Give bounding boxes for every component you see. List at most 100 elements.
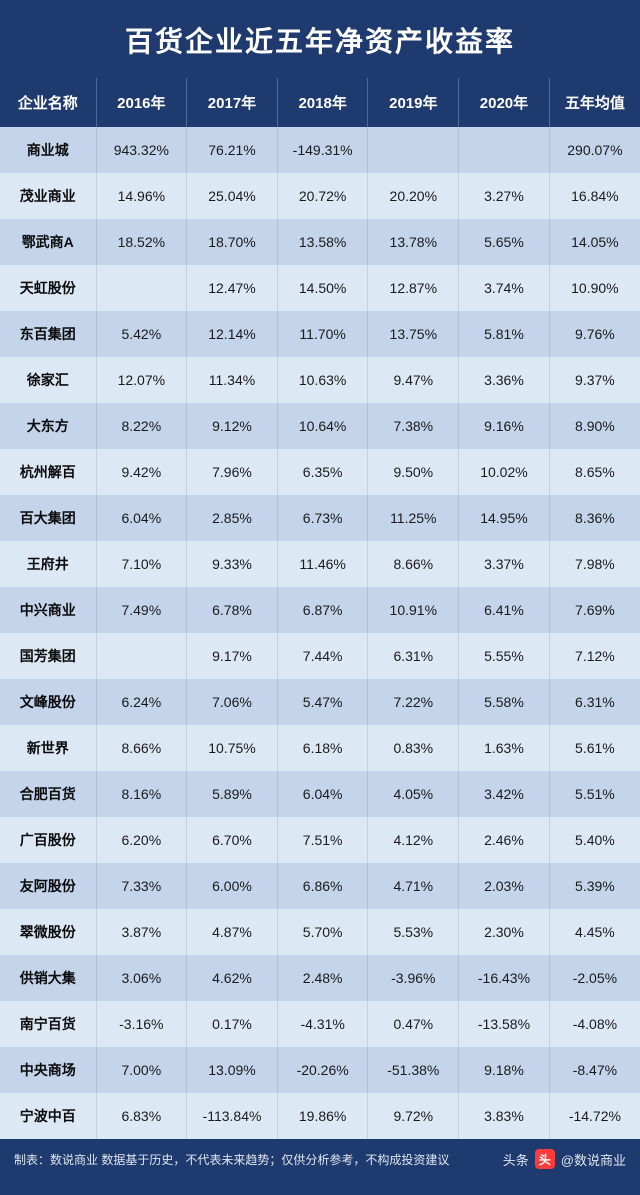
value-cell: -149.31% bbox=[277, 127, 368, 173]
value-cell: 12.07% bbox=[96, 357, 187, 403]
value-cell: 16.84% bbox=[549, 173, 640, 219]
value-cell: 3.83% bbox=[459, 1093, 550, 1139]
value-cell: 5.40% bbox=[549, 817, 640, 863]
value-cell: 2.03% bbox=[459, 863, 550, 909]
source-label: 头条 bbox=[503, 1150, 529, 1169]
table-row: 中兴商业7.49%6.78%6.87%10.91%6.41%7.69% bbox=[0, 587, 640, 633]
value-cell: 4.12% bbox=[368, 817, 459, 863]
table-row: 徐家汇12.07%11.34%10.63%9.47%3.36%9.37% bbox=[0, 357, 640, 403]
value-cell: 7.44% bbox=[277, 633, 368, 679]
company-name-cell: 国芳集团 bbox=[0, 633, 96, 679]
company-name-cell: 中兴商业 bbox=[0, 587, 96, 633]
company-name-cell: 大东方 bbox=[0, 403, 96, 449]
value-cell: 10.63% bbox=[277, 357, 368, 403]
company-name-cell: 东百集团 bbox=[0, 311, 96, 357]
value-cell: 5.89% bbox=[187, 771, 278, 817]
value-cell: 9.47% bbox=[368, 357, 459, 403]
value-cell: 6.73% bbox=[277, 495, 368, 541]
col-year: 2017年 bbox=[187, 78, 278, 127]
value-cell: 6.86% bbox=[277, 863, 368, 909]
value-cell: 12.14% bbox=[187, 311, 278, 357]
value-cell: 7.22% bbox=[368, 679, 459, 725]
table-row: 南宁百货-3.16%0.17%-4.31%0.47%-13.58%-4.08% bbox=[0, 1001, 640, 1047]
table-row: 文峰股份6.24%7.06%5.47%7.22%5.58%6.31% bbox=[0, 679, 640, 725]
value-cell: 10.64% bbox=[277, 403, 368, 449]
value-cell: 6.24% bbox=[96, 679, 187, 725]
col-year: 2016年 bbox=[96, 78, 187, 127]
company-name-cell: 天虹股份 bbox=[0, 265, 96, 311]
value-cell: 11.34% bbox=[187, 357, 278, 403]
value-cell: -13.58% bbox=[459, 1001, 550, 1047]
value-cell: 20.20% bbox=[368, 173, 459, 219]
value-cell: 7.98% bbox=[549, 541, 640, 587]
value-cell: 13.75% bbox=[368, 311, 459, 357]
value-cell: 5.65% bbox=[459, 219, 550, 265]
value-cell: 11.25% bbox=[368, 495, 459, 541]
value-cell: 3.87% bbox=[96, 909, 187, 955]
value-cell: 1.63% bbox=[459, 725, 550, 771]
value-cell: 9.76% bbox=[549, 311, 640, 357]
value-cell: 7.96% bbox=[187, 449, 278, 495]
value-cell: 9.16% bbox=[459, 403, 550, 449]
table-row: 商业城943.32%76.21%-149.31%290.07% bbox=[0, 127, 640, 173]
value-cell: 18.70% bbox=[187, 219, 278, 265]
table-row: 广百股份6.20%6.70%7.51%4.12%2.46%5.40% bbox=[0, 817, 640, 863]
table-row: 中央商场7.00%13.09%-20.26%-51.38%9.18%-8.47% bbox=[0, 1047, 640, 1093]
table-row: 百大集团6.04%2.85%6.73%11.25%14.95%8.36% bbox=[0, 495, 640, 541]
value-cell: 14.50% bbox=[277, 265, 368, 311]
value-cell: 13.78% bbox=[368, 219, 459, 265]
value-cell: 10.75% bbox=[187, 725, 278, 771]
value-cell: -2.05% bbox=[549, 955, 640, 1001]
value-cell: 9.72% bbox=[368, 1093, 459, 1139]
value-cell: 2.48% bbox=[277, 955, 368, 1001]
value-cell: 0.17% bbox=[187, 1001, 278, 1047]
value-cell: 6.70% bbox=[187, 817, 278, 863]
company-name-cell: 广百股份 bbox=[0, 817, 96, 863]
value-cell: -113.84% bbox=[187, 1093, 278, 1139]
company-name-cell: 徐家汇 bbox=[0, 357, 96, 403]
company-name-cell: 新世界 bbox=[0, 725, 96, 771]
value-cell: 6.35% bbox=[277, 449, 368, 495]
footer-note: 制表：数说商业 数据基于历史，不代表未来趋势；仅供分析参考，不构成投资建议 bbox=[14, 1151, 449, 1168]
value-cell: 8.66% bbox=[368, 541, 459, 587]
value-cell: 10.91% bbox=[368, 587, 459, 633]
value-cell: 3.42% bbox=[459, 771, 550, 817]
value-cell: 76.21% bbox=[187, 127, 278, 173]
value-cell: 0.47% bbox=[368, 1001, 459, 1047]
value-cell: 19.86% bbox=[277, 1093, 368, 1139]
value-cell: -3.16% bbox=[96, 1001, 187, 1047]
value-cell: 6.41% bbox=[459, 587, 550, 633]
value-cell: 3.36% bbox=[459, 357, 550, 403]
value-cell: 13.58% bbox=[277, 219, 368, 265]
value-cell: 8.65% bbox=[549, 449, 640, 495]
toutiao-icon: 头 bbox=[535, 1149, 555, 1169]
value-cell: -20.26% bbox=[277, 1047, 368, 1093]
value-cell: -4.08% bbox=[549, 1001, 640, 1047]
value-cell: -16.43% bbox=[459, 955, 550, 1001]
value-cell: 290.07% bbox=[549, 127, 640, 173]
company-name-cell: 中央商场 bbox=[0, 1047, 96, 1093]
value-cell: 7.51% bbox=[277, 817, 368, 863]
value-cell: -3.96% bbox=[368, 955, 459, 1001]
table-row: 翠微股份3.87%4.87%5.70%5.53%2.30%4.45% bbox=[0, 909, 640, 955]
value-cell: 6.04% bbox=[277, 771, 368, 817]
table-header: 企业名称2016年2017年2018年2019年2020年五年均值 bbox=[0, 78, 640, 127]
table-row: 杭州解百9.42%7.96%6.35%9.50%10.02%8.65% bbox=[0, 449, 640, 495]
value-cell: 9.18% bbox=[459, 1047, 550, 1093]
company-name-cell: 杭州解百 bbox=[0, 449, 96, 495]
value-cell: 4.62% bbox=[187, 955, 278, 1001]
value-cell: 14.95% bbox=[459, 495, 550, 541]
table-row: 新世界8.66%10.75%6.18%0.83%1.63%5.61% bbox=[0, 725, 640, 771]
value-cell: 11.70% bbox=[277, 311, 368, 357]
value-cell: 6.20% bbox=[96, 817, 187, 863]
company-name-cell: 友阿股份 bbox=[0, 863, 96, 909]
value-cell: -8.47% bbox=[549, 1047, 640, 1093]
value-cell: 0.83% bbox=[368, 725, 459, 771]
value-cell: 2.30% bbox=[459, 909, 550, 955]
value-cell: 9.33% bbox=[187, 541, 278, 587]
value-cell: 7.49% bbox=[96, 587, 187, 633]
company-name-cell: 南宁百货 bbox=[0, 1001, 96, 1047]
value-cell: 10.02% bbox=[459, 449, 550, 495]
company-name-cell: 王府井 bbox=[0, 541, 96, 587]
value-cell: 6.00% bbox=[187, 863, 278, 909]
